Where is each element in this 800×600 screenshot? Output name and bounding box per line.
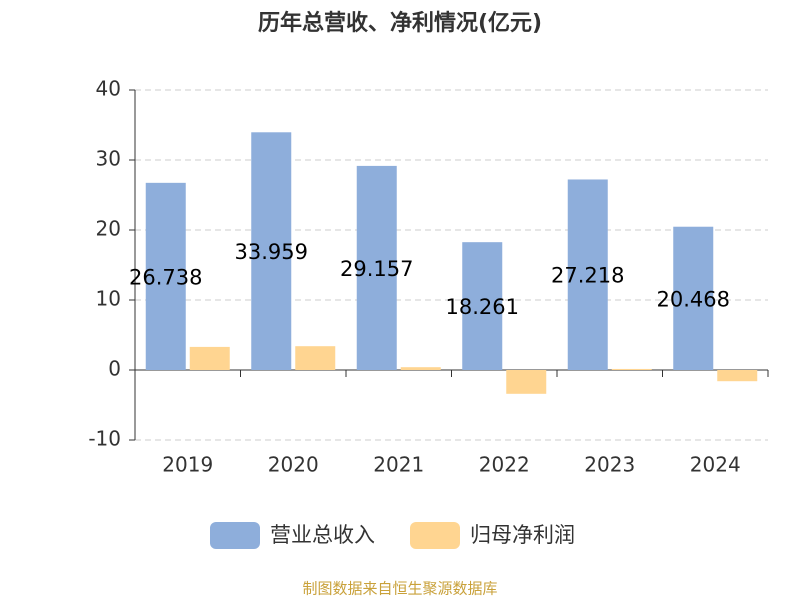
x-tick-label: 2024 — [690, 453, 741, 477]
x-tick-label: 2021 — [373, 453, 424, 477]
bar — [356, 165, 397, 370]
x-tick-label: 2020 — [268, 453, 319, 477]
bar — [717, 370, 758, 382]
data-label: 29.157 — [340, 257, 413, 281]
legend-swatch — [410, 522, 460, 549]
bar — [400, 367, 441, 370]
bar — [462, 242, 503, 370]
bar — [145, 182, 186, 370]
data-label: 27.218 — [551, 264, 624, 288]
data-label: 18.261 — [446, 295, 519, 319]
bar — [295, 346, 336, 370]
bar — [506, 370, 547, 394]
bar — [251, 132, 292, 370]
y-tick-label: 10 — [96, 287, 121, 311]
bar — [189, 346, 230, 370]
data-label: 26.738 — [129, 265, 202, 289]
data-label: 20.468 — [657, 287, 730, 311]
y-tick-label: 0 — [108, 357, 121, 381]
y-tick-label: 30 — [96, 147, 121, 171]
x-tick-label: 2019 — [162, 453, 213, 477]
legend-label: 营业总收入 — [270, 523, 375, 547]
x-tick-label: 2022 — [479, 453, 530, 477]
y-tick-label: 40 — [96, 77, 121, 101]
chart-title: 历年总营收、净利情况(亿元) — [258, 10, 542, 36]
x-tick-label: 2023 — [584, 453, 635, 477]
legend-swatch — [210, 522, 260, 549]
legend-label: 归母净利润 — [470, 523, 575, 547]
bar — [673, 226, 714, 370]
source-note: 制图数据来自恒生聚源数据库 — [302, 580, 497, 598]
y-tick-label: 20 — [96, 217, 121, 241]
bar — [567, 179, 608, 370]
data-label: 33.959 — [235, 240, 308, 264]
bar — [611, 368, 652, 370]
y-tick-label: -10 — [88, 427, 121, 451]
